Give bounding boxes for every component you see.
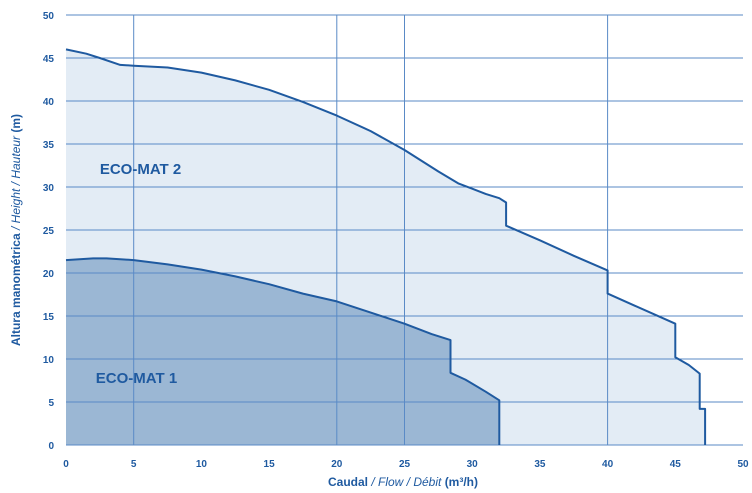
series-line-2 xyxy=(65,257,501,445)
series-outlines xyxy=(65,48,707,445)
x-tick-labels: 0 5 10 15 20 25 30 35 40 45 50 xyxy=(63,459,749,470)
series-areas xyxy=(66,49,706,446)
x-tick-label: 0 xyxy=(63,459,69,470)
y-tick-label: 0 xyxy=(48,441,54,452)
y-tick-label: 10 xyxy=(43,355,55,366)
y-tick-label: 40 xyxy=(43,97,55,108)
x-tick-label: 35 xyxy=(534,459,546,470)
y-tick-label: 15 xyxy=(43,312,55,323)
series-labels: ECO-MAT 2 ECO-MAT 1 xyxy=(96,161,181,387)
x-tick-label: 45 xyxy=(670,459,682,470)
y-tick-labels: 0 5 10 15 20 25 30 35 40 45 50 xyxy=(43,11,55,452)
y-tick-label: 30 xyxy=(43,183,55,194)
x-tick-label: 30 xyxy=(467,459,479,470)
y-tick-label: 20 xyxy=(43,269,55,280)
series-area-2 xyxy=(66,258,500,445)
y-tick-label: 25 xyxy=(43,226,55,237)
y-tick-label: 5 xyxy=(48,398,54,409)
series-label: ECO-MAT 1 xyxy=(96,370,177,387)
x-tick-label: 25 xyxy=(399,459,411,470)
y-tick-label: 45 xyxy=(43,54,55,65)
x-tick-label: 5 xyxy=(131,459,137,470)
series-line-1 xyxy=(65,48,707,445)
y-tick-label: 35 xyxy=(43,140,55,151)
x-tick-label: 20 xyxy=(331,459,343,470)
x-tick-label: 10 xyxy=(196,459,208,470)
y-tick-label: 50 xyxy=(43,11,55,22)
x-tick-label: 15 xyxy=(264,459,276,470)
x-axis-title: Caudal / Flow / Débit (m³/h) xyxy=(328,475,478,489)
x-tick-label: 50 xyxy=(737,459,749,470)
y-axis-title: Altura manométrica / Height / Hauteur (m… xyxy=(9,114,23,346)
series-label: ECO-MAT 2 xyxy=(100,161,181,178)
x-tick-label: 40 xyxy=(602,459,614,470)
grid-lines xyxy=(66,14,743,446)
